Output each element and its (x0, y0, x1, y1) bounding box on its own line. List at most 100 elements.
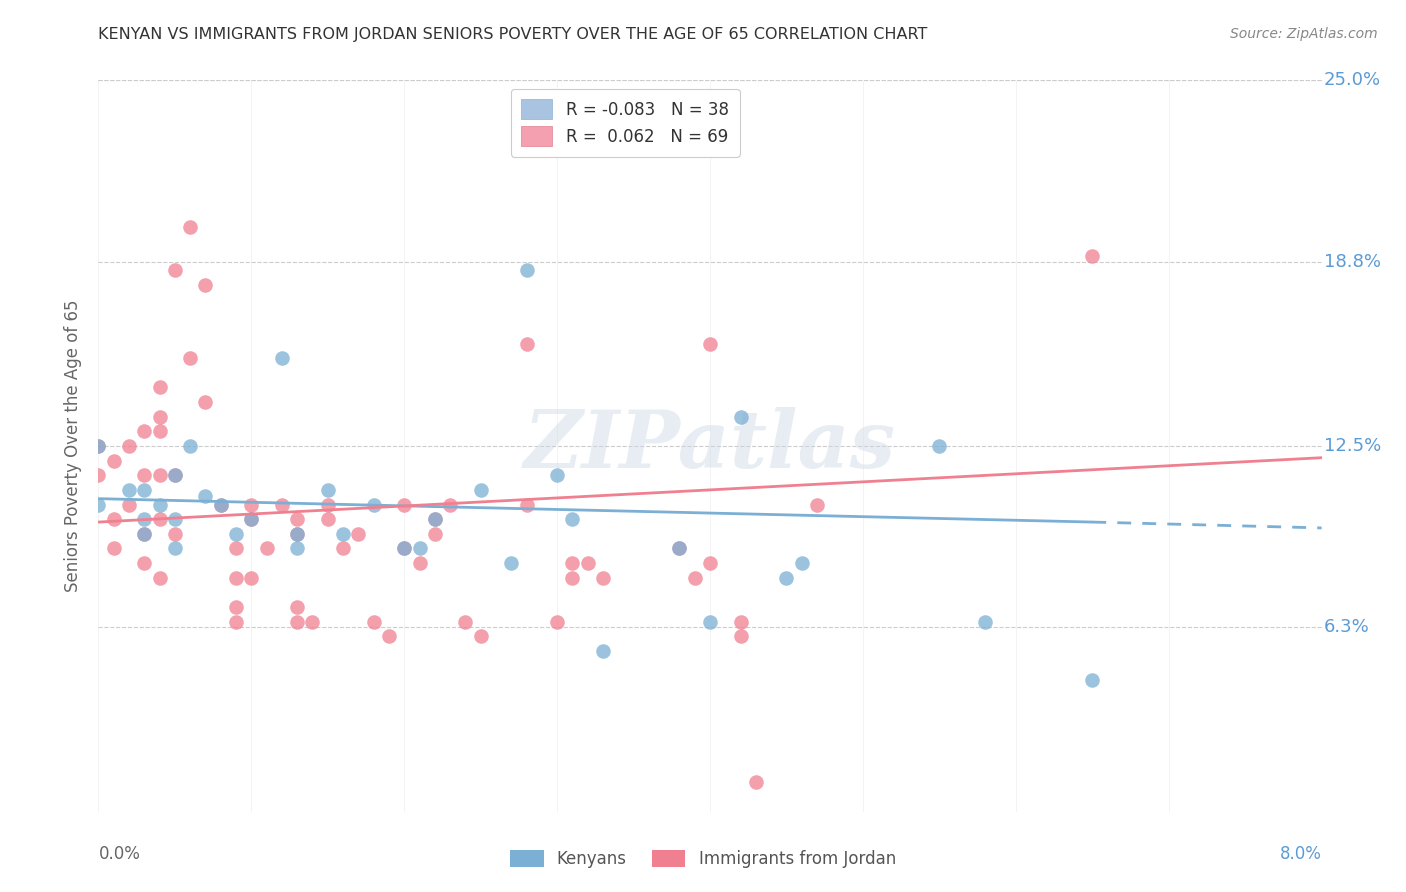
Point (316, 498, 339, 512)
Point (149, 468, 172, 483)
Point (149, 425, 172, 439)
Point (699, 556, 721, 570)
Point (316, 483, 339, 497)
Point (363, 498, 385, 512)
Point (699, 615, 721, 629)
Point (149, 380, 172, 394)
Point (149, 498, 172, 512)
Point (270, 498, 294, 512)
Point (392, 541, 416, 556)
Point (423, 526, 446, 541)
Y-axis label: Seniors Poverty Over the Age of 65: Seniors Poverty Over the Age of 65 (65, 300, 83, 592)
Point (423, 512, 446, 526)
Point (470, 629, 492, 643)
Point (285, 541, 308, 556)
Point (378, 629, 401, 643)
Point (134, 468, 156, 483)
Point (225, 541, 247, 556)
Point (363, 615, 385, 629)
Point (149, 512, 172, 526)
Point (134, 483, 156, 497)
Point (516, 263, 538, 277)
Point (301, 615, 323, 629)
Point (730, 629, 752, 643)
Text: 25.0%: 25.0% (1324, 71, 1381, 89)
Point (87, 439, 110, 453)
Point (163, 526, 186, 541)
Point (592, 644, 614, 658)
Text: Source: ZipAtlas.com: Source: ZipAtlas.com (1230, 27, 1378, 41)
Point (225, 615, 247, 629)
Point (501, 556, 523, 570)
Point (790, 556, 813, 570)
Point (470, 483, 492, 497)
Point (347, 526, 370, 541)
Point (285, 526, 308, 541)
Point (592, 571, 614, 585)
Point (730, 409, 752, 424)
Point (209, 498, 232, 512)
Point (392, 498, 416, 512)
Point (256, 541, 278, 556)
Point (332, 526, 354, 541)
Point (134, 425, 156, 439)
Point (194, 395, 217, 409)
Point (392, 541, 416, 556)
Point (332, 541, 354, 556)
Point (270, 351, 294, 366)
Point (240, 512, 263, 526)
Point (118, 483, 141, 497)
Text: ZIPatlas: ZIPatlas (524, 408, 896, 484)
Point (745, 775, 768, 789)
Point (1081, 673, 1104, 687)
Point (240, 571, 263, 585)
Text: 6.3%: 6.3% (1324, 618, 1369, 636)
Point (439, 498, 461, 512)
Point (454, 615, 477, 629)
Point (225, 526, 247, 541)
Point (561, 556, 583, 570)
Point (134, 556, 156, 570)
Point (225, 571, 247, 585)
Point (163, 512, 186, 526)
Point (209, 498, 232, 512)
Point (1081, 249, 1104, 263)
Point (134, 526, 156, 541)
Text: KENYAN VS IMMIGRANTS FROM JORDAN SENIORS POVERTY OVER THE AGE OF 65 CORRELATION : KENYAN VS IMMIGRANTS FROM JORDAN SENIORS… (98, 27, 928, 42)
Point (516, 498, 538, 512)
Point (240, 512, 263, 526)
Text: 0.0%: 0.0% (98, 845, 141, 863)
Point (134, 512, 156, 526)
Point (194, 278, 217, 293)
Point (179, 219, 201, 234)
Point (408, 556, 430, 570)
Point (285, 526, 308, 541)
Legend: Kenyans, Immigrants from Jordan: Kenyans, Immigrants from Jordan (503, 843, 903, 875)
Point (118, 498, 141, 512)
Point (668, 541, 690, 556)
Point (699, 336, 721, 351)
Point (240, 498, 263, 512)
Point (87, 439, 110, 453)
Point (118, 439, 141, 453)
Point (683, 571, 706, 585)
Point (408, 541, 430, 556)
Point (87, 468, 110, 483)
Point (775, 571, 797, 585)
Point (668, 541, 690, 556)
Point (163, 468, 186, 483)
Text: 8.0%: 8.0% (1279, 845, 1322, 863)
Point (225, 599, 247, 614)
Point (546, 615, 568, 629)
Point (806, 498, 828, 512)
Point (163, 263, 186, 277)
Point (516, 336, 538, 351)
Point (928, 439, 950, 453)
Point (730, 615, 752, 629)
Point (163, 468, 186, 483)
Point (179, 351, 201, 366)
Point (149, 571, 172, 585)
Point (149, 409, 172, 424)
Point (103, 541, 125, 556)
Point (134, 526, 156, 541)
